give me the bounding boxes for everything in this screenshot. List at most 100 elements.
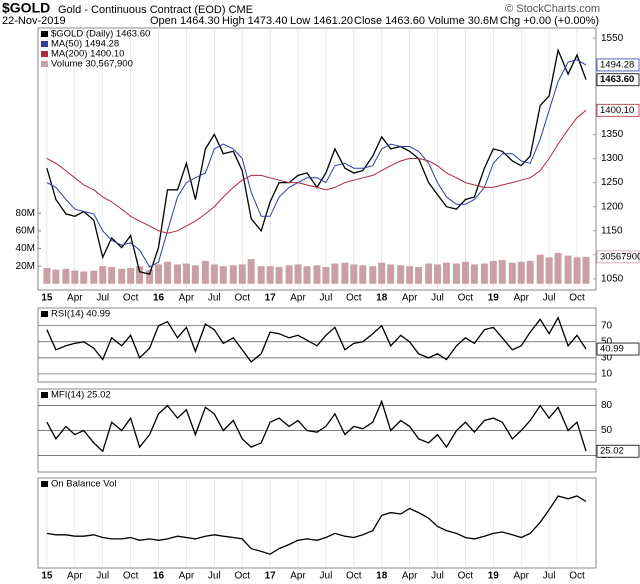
y-tick-label: 10 bbox=[601, 369, 613, 380]
volume-bar bbox=[43, 267, 51, 284]
volume-bar bbox=[378, 262, 386, 284]
volume-bar bbox=[369, 266, 377, 284]
volume-bar bbox=[303, 266, 311, 284]
end-tag bbox=[596, 73, 640, 87]
legend-label: RSI(14) 40.99 bbox=[51, 309, 110, 320]
end-tag bbox=[596, 342, 640, 356]
legend-label: MA(50) 1494.28 bbox=[51, 39, 119, 50]
x-tick-label: Apr bbox=[513, 293, 529, 304]
legend-label: MFI(14) 25.02 bbox=[51, 390, 111, 401]
y-tick-label: 1550 bbox=[601, 33, 624, 44]
volume-bar bbox=[480, 263, 488, 284]
end-tag-label: 30567900 bbox=[600, 251, 640, 262]
volume-bar bbox=[564, 255, 572, 284]
quote-item: Volume 30.6M bbox=[428, 15, 498, 27]
volume-bar bbox=[489, 260, 497, 284]
source: © StockCharts.com bbox=[505, 3, 600, 15]
volume-bar bbox=[322, 267, 330, 284]
y-tick-label: 1050 bbox=[601, 274, 624, 285]
x-tick-label: 19 bbox=[488, 293, 500, 304]
volume-bar bbox=[257, 266, 265, 284]
series-line bbox=[46, 109, 587, 234]
volume-bar bbox=[71, 270, 79, 284]
x-tick-label: 19 bbox=[488, 571, 500, 582]
y-tick-label: 70 bbox=[601, 320, 613, 331]
volume-bar bbox=[155, 264, 163, 284]
x-tick-label: Oct bbox=[458, 293, 474, 304]
volume-bar bbox=[99, 266, 107, 284]
quote-item: Low 1461.20 bbox=[290, 15, 353, 27]
x-tick-label: Jul bbox=[96, 293, 109, 304]
y2-tick-label: 20M bbox=[16, 261, 35, 272]
x-tick-label: Oct bbox=[123, 571, 139, 582]
legend-label: $GOLD (Daily) 1463.60 bbox=[51, 29, 150, 40]
series-line bbox=[46, 47, 587, 275]
x-tick-label: Jul bbox=[96, 571, 109, 582]
panel-frame bbox=[37, 27, 597, 291]
x-tick-label: Apr bbox=[290, 293, 306, 304]
y-tick-label: 1300 bbox=[601, 153, 624, 164]
x-tick-label: Oct bbox=[346, 293, 362, 304]
x-tick-label: Jul bbox=[543, 571, 556, 582]
volume-bar bbox=[146, 269, 154, 284]
series-line bbox=[46, 495, 587, 555]
x-tick-label: Apr bbox=[402, 571, 418, 582]
x-tick-label: Jul bbox=[543, 293, 556, 304]
volume-bar bbox=[387, 264, 395, 284]
x-tick-label: Jul bbox=[320, 571, 333, 582]
y-tick-label: 1350 bbox=[601, 129, 624, 140]
volume-bar bbox=[201, 260, 209, 284]
end-tag bbox=[596, 444, 640, 458]
x-tick-label: Oct bbox=[569, 293, 585, 304]
x-tick-label: Apr bbox=[290, 571, 306, 582]
volume-bar bbox=[275, 267, 283, 284]
volume-bar bbox=[517, 261, 525, 284]
y-tick-label: 50 bbox=[601, 425, 613, 436]
volume-bar bbox=[191, 265, 199, 284]
volume-bar bbox=[415, 267, 423, 284]
volume-bar bbox=[434, 264, 442, 284]
y-tick-label: 50 bbox=[601, 336, 613, 347]
y-tick-label: 1150 bbox=[601, 225, 623, 236]
volume-bar bbox=[108, 267, 116, 284]
chart-subtitle: Gold - Continuous Contract (EOD) CME bbox=[58, 4, 253, 16]
quote-item: Open 1464.30 bbox=[150, 15, 220, 27]
quote-item: Chg +0.00 (+0.00%) bbox=[500, 15, 599, 27]
x-tick-label: Apr bbox=[67, 571, 83, 582]
series-line bbox=[46, 59, 587, 268]
volume-bar bbox=[397, 265, 405, 284]
volume-bar bbox=[285, 265, 293, 284]
x-tick-label: Oct bbox=[234, 571, 250, 582]
volume-bar bbox=[359, 265, 367, 284]
x-tick-label: 18 bbox=[376, 571, 388, 582]
x-tick-label: Apr bbox=[513, 571, 529, 582]
volume-bar bbox=[508, 262, 516, 284]
volume-bar bbox=[461, 261, 469, 284]
legend-swatch bbox=[41, 51, 48, 57]
legend-label: On Balance Vol bbox=[51, 479, 117, 490]
x-tick-label: Oct bbox=[123, 293, 139, 304]
chart-title: $GOLD bbox=[2, 0, 50, 16]
volume-bar bbox=[442, 262, 450, 284]
volume-bar bbox=[313, 265, 321, 284]
x-tick-label: Apr bbox=[179, 571, 195, 582]
x-tick-label: Jul bbox=[431, 571, 444, 582]
end-tag-label: 1400.10 bbox=[600, 105, 634, 116]
volume-bar bbox=[163, 261, 171, 284]
x-tick-label: Oct bbox=[234, 293, 250, 304]
x-tick-label: Oct bbox=[346, 571, 362, 582]
volume-bar bbox=[498, 260, 506, 284]
volume-bar bbox=[554, 252, 562, 284]
legend-label: Volume 30,567,900 bbox=[51, 59, 133, 70]
volume-bar bbox=[210, 264, 218, 284]
volume-bar bbox=[470, 264, 478, 284]
volume-bar bbox=[573, 257, 581, 284]
end-tag bbox=[596, 103, 640, 117]
quote-item: High 1473.40 bbox=[222, 15, 287, 27]
x-tick-label: Apr bbox=[67, 293, 83, 304]
x-tick-label: Jul bbox=[208, 571, 221, 582]
volume-bar bbox=[294, 264, 302, 284]
legend-swatch bbox=[41, 481, 48, 487]
quote-date: 22-Nov-2019 bbox=[2, 15, 66, 27]
